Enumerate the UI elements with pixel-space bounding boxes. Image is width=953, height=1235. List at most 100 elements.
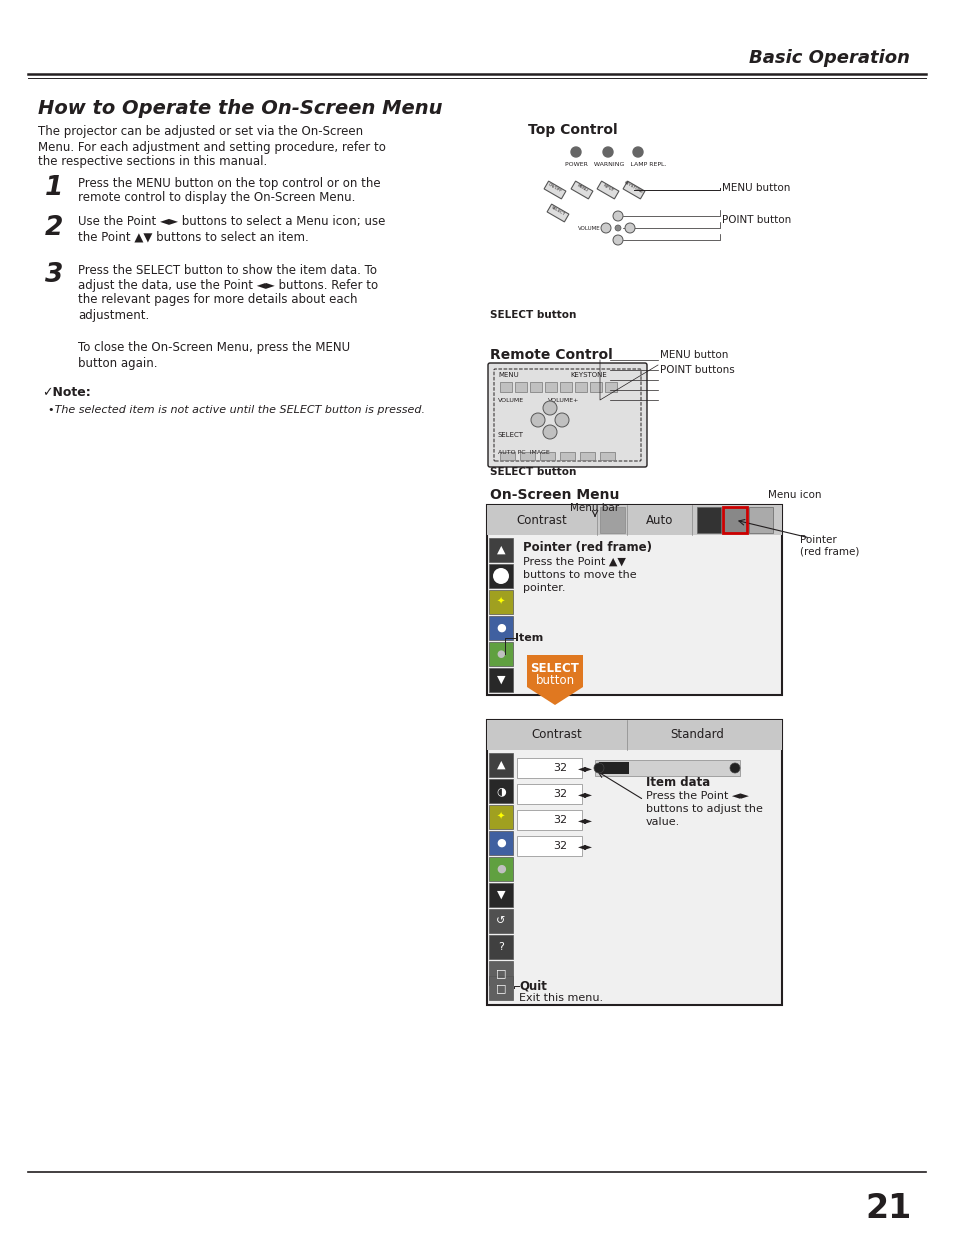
Text: ◄►: ◄► xyxy=(577,763,592,773)
Text: Use the Point ◄► buttons to select a Menu icon; use: Use the Point ◄► buttons to select a Men… xyxy=(78,215,385,228)
Text: SELECT: SELECT xyxy=(497,432,523,438)
Text: ▼: ▼ xyxy=(497,890,505,900)
Bar xyxy=(604,382,617,391)
Bar xyxy=(539,452,555,459)
Text: Menu icon: Menu icon xyxy=(767,490,821,500)
Text: ON/OFF: ON/OFF xyxy=(547,183,562,194)
Circle shape xyxy=(615,225,620,231)
Text: ●: ● xyxy=(496,622,505,634)
Text: How to Operate the On-Screen Menu: How to Operate the On-Screen Menu xyxy=(38,99,442,117)
Text: the respective sections in this manual.: the respective sections in this manual. xyxy=(38,156,267,168)
Bar xyxy=(722,508,746,534)
Text: KEYSTONE: KEYSTONE xyxy=(569,372,606,378)
Circle shape xyxy=(542,401,557,415)
Text: the Point ▲▼ buttons to select an item.: the Point ▲▼ buttons to select an item. xyxy=(78,231,309,243)
Bar xyxy=(515,382,526,391)
Bar xyxy=(517,784,581,804)
Circle shape xyxy=(594,763,603,773)
Text: ▼: ▼ xyxy=(497,676,505,685)
Text: 1: 1 xyxy=(45,175,63,201)
Text: KEYSTONE: KEYSTONE xyxy=(623,180,643,195)
Text: Menu. For each adjustment and setting procedure, refer to: Menu. For each adjustment and setting pr… xyxy=(38,141,385,153)
Polygon shape xyxy=(546,204,568,222)
Text: AUTO PC  IMAGE: AUTO PC IMAGE xyxy=(497,451,549,456)
Text: buttons to adjust the: buttons to adjust the xyxy=(645,804,762,814)
Bar xyxy=(589,382,601,391)
Bar xyxy=(530,382,541,391)
Text: ●: ● xyxy=(496,839,505,848)
Text: ●: ● xyxy=(496,864,505,874)
Bar xyxy=(748,508,772,534)
Bar xyxy=(489,976,513,1000)
Text: VOLUME+: VOLUME+ xyxy=(547,398,578,403)
Text: pointer.: pointer. xyxy=(522,583,565,593)
Text: SELECT: SELECT xyxy=(530,662,578,674)
Text: adjustment.: adjustment. xyxy=(78,309,149,321)
Bar xyxy=(559,452,575,459)
Text: MENU: MENU xyxy=(497,372,518,378)
Text: POINT buttons: POINT buttons xyxy=(659,366,734,375)
Bar xyxy=(559,382,572,391)
Circle shape xyxy=(624,224,635,233)
Text: value.: value. xyxy=(645,818,679,827)
Text: Exit this menu.: Exit this menu. xyxy=(518,993,602,1003)
Text: Contrast: Contrast xyxy=(517,514,567,526)
Text: The projector can be adjusted or set via the On-Screen: The projector can be adjusted or set via… xyxy=(38,126,363,138)
Text: ◑: ◑ xyxy=(496,785,505,797)
Bar xyxy=(499,382,512,391)
Text: INPUT: INPUT xyxy=(601,183,614,193)
Text: 32: 32 xyxy=(553,815,566,825)
FancyBboxPatch shape xyxy=(488,363,646,467)
Circle shape xyxy=(542,425,557,438)
Text: ▲: ▲ xyxy=(497,760,505,769)
Text: Pointer
(red frame): Pointer (red frame) xyxy=(800,535,859,557)
Bar xyxy=(575,382,586,391)
Text: button again.: button again. xyxy=(78,357,157,369)
Bar xyxy=(489,590,513,614)
Text: VOLUME: VOLUME xyxy=(497,398,523,403)
Bar xyxy=(599,452,615,459)
Circle shape xyxy=(571,147,580,157)
Text: ◄►: ◄► xyxy=(577,841,592,851)
Text: 21: 21 xyxy=(864,1192,911,1224)
Circle shape xyxy=(613,211,622,221)
Bar xyxy=(489,831,513,855)
Text: Basic Operation: Basic Operation xyxy=(748,49,909,67)
Bar xyxy=(489,753,513,777)
Text: Quit: Quit xyxy=(518,979,546,993)
Circle shape xyxy=(531,412,544,427)
Bar xyxy=(489,935,513,960)
Text: SELECT button: SELECT button xyxy=(490,467,576,477)
Bar xyxy=(579,452,595,459)
Text: ✦: ✦ xyxy=(497,811,504,823)
Text: Contrast: Contrast xyxy=(531,729,581,741)
Bar xyxy=(489,779,513,803)
Circle shape xyxy=(633,147,642,157)
Bar xyxy=(489,616,513,640)
Bar xyxy=(489,857,513,881)
Text: Top Control: Top Control xyxy=(527,124,617,137)
Text: remote control to display the On-Screen Menu.: remote control to display the On-Screen … xyxy=(78,191,355,205)
Text: the relevant pages for more details about each: the relevant pages for more details abou… xyxy=(78,294,357,306)
Text: Press the Point ▲▼: Press the Point ▲▼ xyxy=(522,557,625,567)
Text: adjust the data, use the Point ◄► buttons. Refer to: adjust the data, use the Point ◄► button… xyxy=(78,279,377,291)
Bar xyxy=(517,810,581,830)
Text: VOLUME: VOLUME xyxy=(578,226,600,231)
Text: ◄►: ◄► xyxy=(577,789,592,799)
Circle shape xyxy=(493,568,509,584)
Bar xyxy=(489,805,513,829)
Bar xyxy=(486,720,781,750)
Text: Press the MENU button on the top control or on the: Press the MENU button on the top control… xyxy=(78,177,380,189)
Text: 32: 32 xyxy=(553,841,566,851)
Text: Standard: Standard xyxy=(669,729,723,741)
Text: ◑: ◑ xyxy=(495,569,507,583)
Circle shape xyxy=(555,412,568,427)
Text: SELECT button: SELECT button xyxy=(490,310,576,320)
Bar xyxy=(517,836,581,856)
Bar xyxy=(517,758,581,778)
Text: Menu bar: Menu bar xyxy=(570,503,618,513)
Text: To close the On-Screen Menu, press the MENU: To close the On-Screen Menu, press the M… xyxy=(78,342,350,354)
Bar xyxy=(489,909,513,932)
Text: 3: 3 xyxy=(45,262,63,288)
Text: ◄►: ◄► xyxy=(577,815,592,825)
